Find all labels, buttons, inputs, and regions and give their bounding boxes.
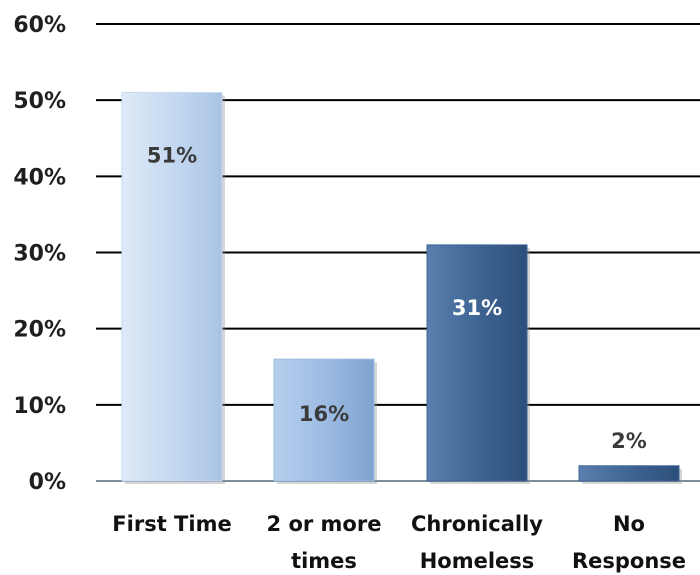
- category-label: times: [291, 549, 357, 573]
- y-tick-label: 60%: [13, 13, 66, 38]
- data-label: 16%: [299, 402, 349, 426]
- y-tick-label: 50%: [13, 89, 66, 114]
- data-label: 2%: [611, 429, 647, 453]
- category-label: 2 or more: [267, 512, 382, 536]
- data-label: 51%: [147, 144, 197, 168]
- y-tick-label: 10%: [13, 394, 66, 419]
- x-axis-category-labels: First Time 2 or more times Chronically Homel…: [112, 512, 686, 573]
- bar-3: [578, 465, 682, 484]
- category-label: No: [613, 512, 645, 536]
- y-tick-label: 30%: [13, 242, 66, 267]
- category-label: Homeless: [420, 549, 535, 573]
- y-tick-label: 20%: [13, 318, 66, 343]
- bar-rect: [426, 244, 528, 482]
- y-tick-label: 0%: [29, 470, 66, 495]
- category-label: Response: [572, 549, 686, 573]
- category-label: First Time: [112, 512, 231, 536]
- bar-rect: [121, 92, 223, 482]
- bar-rect: [273, 358, 375, 482]
- y-axis-tick-labels: 0% 10% 20% 30% 40% 50% 60%: [13, 13, 66, 495]
- data-labels: 51% 16% 31% 2%: [147, 144, 647, 453]
- bar-rect: [578, 465, 680, 482]
- bars: [121, 92, 682, 485]
- y-tick-label: 40%: [13, 165, 66, 190]
- category-label: Chronically: [411, 512, 543, 536]
- data-label: 31%: [452, 296, 502, 320]
- bar-1: [273, 358, 377, 484]
- bar-0: [121, 92, 225, 485]
- bar-2: [426, 244, 530, 484]
